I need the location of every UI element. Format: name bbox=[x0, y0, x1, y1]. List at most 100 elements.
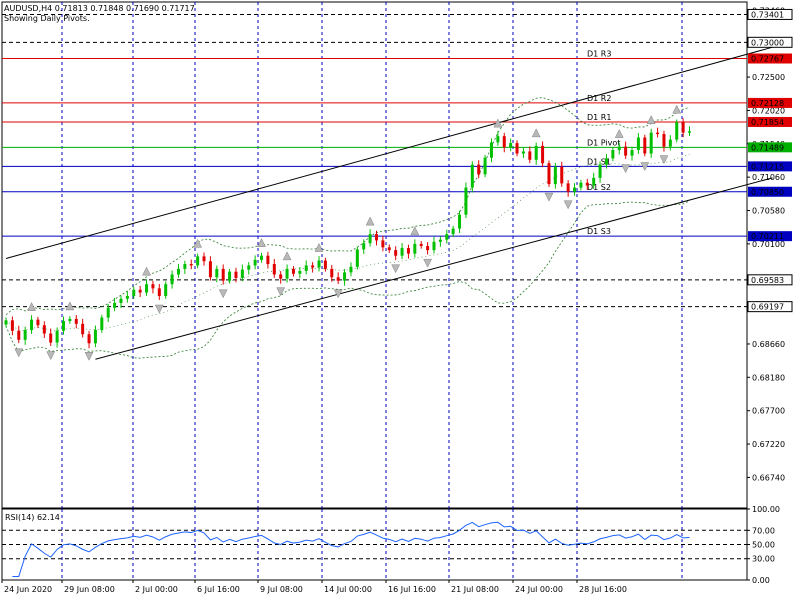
candle-body bbox=[668, 139, 672, 147]
price-tag-box bbox=[748, 97, 792, 108]
candle-body bbox=[106, 307, 110, 318]
x-tick-label: 21 Jul 08:00 bbox=[451, 585, 499, 594]
candle-body bbox=[176, 268, 180, 275]
candle-body bbox=[451, 228, 455, 235]
pivot-label: D1 R2 bbox=[587, 94, 611, 103]
pivot-label: D1 Pivot bbox=[587, 138, 620, 147]
candle-body bbox=[509, 143, 513, 148]
candle-body bbox=[81, 323, 85, 335]
candle-body bbox=[68, 318, 72, 322]
y-tick-label: 0.72020 bbox=[752, 106, 785, 115]
pivots-caption: Showing Daily Pivots. bbox=[4, 14, 90, 23]
candle-body bbox=[483, 157, 487, 175]
candle-body bbox=[496, 136, 500, 143]
chart-symbol-header: AUDUSD,H4 0.71813 0.71848 0.71690 0.7171… bbox=[4, 4, 195, 13]
candle-body bbox=[221, 268, 225, 281]
candle-body bbox=[272, 264, 276, 275]
y-tick-label: 0.70580 bbox=[752, 207, 785, 216]
x-tick-label: 16 Jul 16:00 bbox=[388, 585, 436, 594]
y-tick-label: 0.67220 bbox=[752, 440, 785, 449]
candle-body bbox=[413, 243, 417, 254]
candle-body bbox=[573, 187, 577, 192]
candle-body bbox=[585, 182, 589, 186]
candle-body bbox=[675, 122, 679, 140]
price-tag-box bbox=[748, 161, 792, 172]
channel-upper-line[interactable] bbox=[5, 46, 773, 259]
candle-body bbox=[317, 260, 321, 268]
price-tag-label: 0.71854 bbox=[751, 118, 784, 127]
price-tag-label: 0.72767 bbox=[751, 55, 784, 64]
candle-body bbox=[164, 284, 168, 297]
candle-body bbox=[400, 248, 404, 256]
price-tag-label: 0.73000 bbox=[751, 38, 784, 47]
pivot-label: D1 R3 bbox=[587, 50, 611, 59]
fractal-up-marker bbox=[27, 302, 36, 311]
rsi-y-tick-label: 100.00 bbox=[752, 505, 780, 514]
candle-body bbox=[464, 187, 468, 215]
candle-body bbox=[55, 330, 59, 343]
candle-body bbox=[113, 302, 117, 308]
fractal-down-marker bbox=[14, 348, 24, 358]
candle-body bbox=[61, 321, 65, 331]
candle-body bbox=[643, 137, 647, 154]
candle-body bbox=[515, 143, 519, 154]
candle-body bbox=[362, 243, 366, 250]
fractal-down-marker bbox=[621, 164, 631, 174]
candle-body bbox=[170, 274, 174, 285]
candle-body bbox=[253, 259, 257, 266]
candle-body bbox=[560, 166, 564, 184]
candle-body bbox=[202, 256, 206, 262]
candle-body bbox=[145, 284, 149, 293]
candle-body bbox=[662, 134, 666, 147]
price-tag-box bbox=[748, 186, 792, 197]
candle-body bbox=[458, 214, 462, 229]
candle-body bbox=[36, 319, 40, 326]
price-tag-box bbox=[748, 116, 792, 127]
candle-body bbox=[208, 261, 212, 278]
candle-body bbox=[438, 239, 442, 242]
fractal-up-marker bbox=[193, 238, 203, 248]
candle-body bbox=[330, 268, 334, 278]
candle-body bbox=[477, 164, 481, 175]
pivot-label: D1 S1 bbox=[587, 157, 611, 166]
rsi-y-tick-label: 50.00 bbox=[752, 541, 775, 550]
candle-body bbox=[10, 320, 14, 331]
channel-lower-line[interactable] bbox=[95, 177, 773, 360]
fractal-down-marker bbox=[218, 289, 228, 299]
candle-body bbox=[30, 319, 34, 331]
price-tag-label: 0.71215 bbox=[751, 162, 784, 171]
candle-body bbox=[4, 320, 8, 325]
candle-body bbox=[368, 234, 372, 244]
candle-body bbox=[611, 150, 615, 159]
fractal-down-marker bbox=[84, 352, 94, 361]
candle-body bbox=[87, 334, 91, 344]
candle-body bbox=[528, 151, 532, 160]
main-plot-frame bbox=[1, 1, 748, 509]
candle-body bbox=[189, 264, 193, 266]
price-tag-label: 0.73401 bbox=[751, 10, 784, 19]
candle-body bbox=[419, 243, 423, 246]
x-tick-label: 2 Jul 00:00 bbox=[135, 585, 178, 594]
candle-body bbox=[681, 122, 685, 133]
candle-body bbox=[406, 248, 410, 254]
rsi-y-tick-label: 30.00 bbox=[752, 555, 775, 564]
fractal-up-marker bbox=[493, 118, 503, 128]
candle-body bbox=[649, 132, 653, 154]
candle-body bbox=[247, 265, 251, 270]
x-tick-label: 28 Jul 16:00 bbox=[579, 585, 627, 594]
price-tag-label: 0.72128 bbox=[751, 99, 784, 108]
price-tag-box bbox=[747, 274, 793, 286]
candle-body bbox=[291, 268, 295, 274]
candle-body bbox=[260, 255, 264, 260]
candle-body bbox=[387, 247, 391, 251]
y-tick-label: 0.70100 bbox=[752, 240, 785, 249]
candle-body bbox=[151, 284, 155, 289]
rsi-y-tick-label: 70.00 bbox=[752, 526, 775, 535]
candle-body bbox=[298, 270, 302, 274]
fractal-down-marker bbox=[563, 200, 573, 210]
candle-body bbox=[279, 274, 283, 279]
fractal-up-marker bbox=[672, 104, 682, 114]
candle-body bbox=[489, 142, 493, 158]
